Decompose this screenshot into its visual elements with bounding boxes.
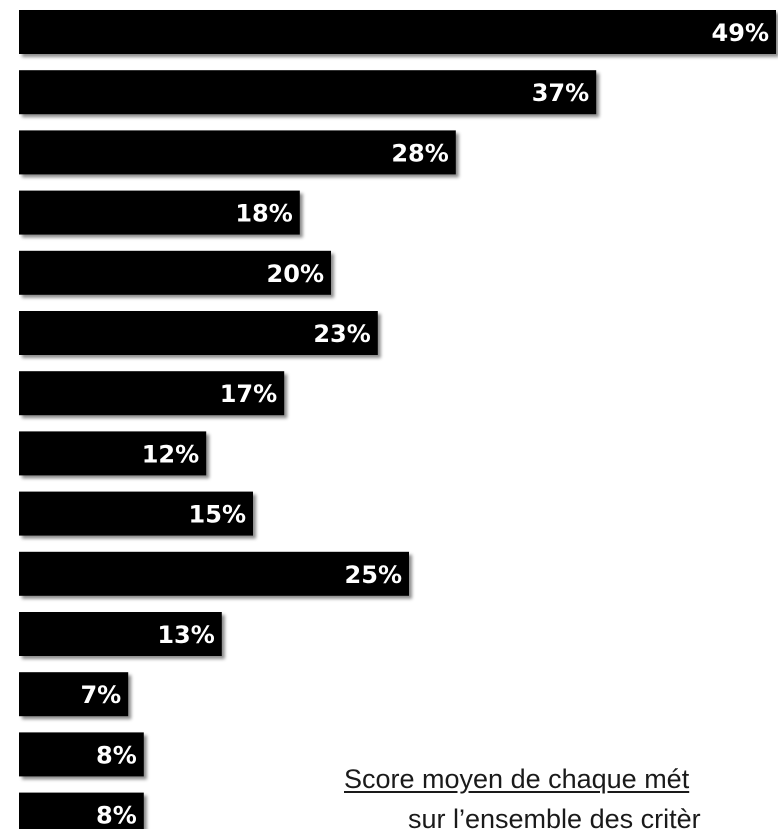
bar-10 [19, 551, 409, 596]
bar-label-7: 17% [220, 380, 277, 408]
chart-caption: Score moyen de chaque mét sur l’ensemble… [0, 758, 778, 829]
bar-label-10: 25% [345, 561, 402, 589]
bar-label-1: 49% [712, 19, 769, 47]
bar-11 [19, 612, 222, 656]
bar-9 [19, 491, 253, 536]
bar-5 [19, 250, 331, 295]
bar-label-11: 13% [157, 621, 214, 649]
bar-1 [19, 10, 776, 54]
bar-label-8: 12% [142, 440, 199, 468]
bar-3 [19, 130, 456, 175]
bar-label-6: 23% [313, 320, 370, 348]
bars-group [19, 10, 776, 829]
bar-13 [19, 732, 144, 777]
bar-label-9: 15% [189, 501, 246, 529]
bar-label-12: 7% [80, 681, 121, 709]
bar-label-2: 37% [532, 79, 589, 107]
caption-line-2: sur l’ensemble des critèr [408, 804, 701, 829]
bar-14 [19, 792, 144, 829]
bar-7 [19, 371, 285, 416]
bar-label-13: 8% [96, 741, 137, 769]
bar-4 [19, 190, 300, 235]
bar-label-4: 18% [235, 200, 292, 228]
bar-2 [19, 70, 597, 115]
bar-12 [19, 672, 129, 717]
caption-line-1: Score moyen de chaque mét [344, 764, 690, 794]
bar-label-3: 28% [391, 139, 448, 167]
bar-8 [19, 431, 207, 476]
bar-label-5: 20% [267, 260, 324, 288]
bar-label-14: 8% [96, 802, 137, 829]
bar-6 [19, 311, 378, 355]
labels-group: 49% 37% 28% 18% 20% 23% 17% 12% 15% 25% 13% 7% 8% 8% [80, 19, 769, 829]
